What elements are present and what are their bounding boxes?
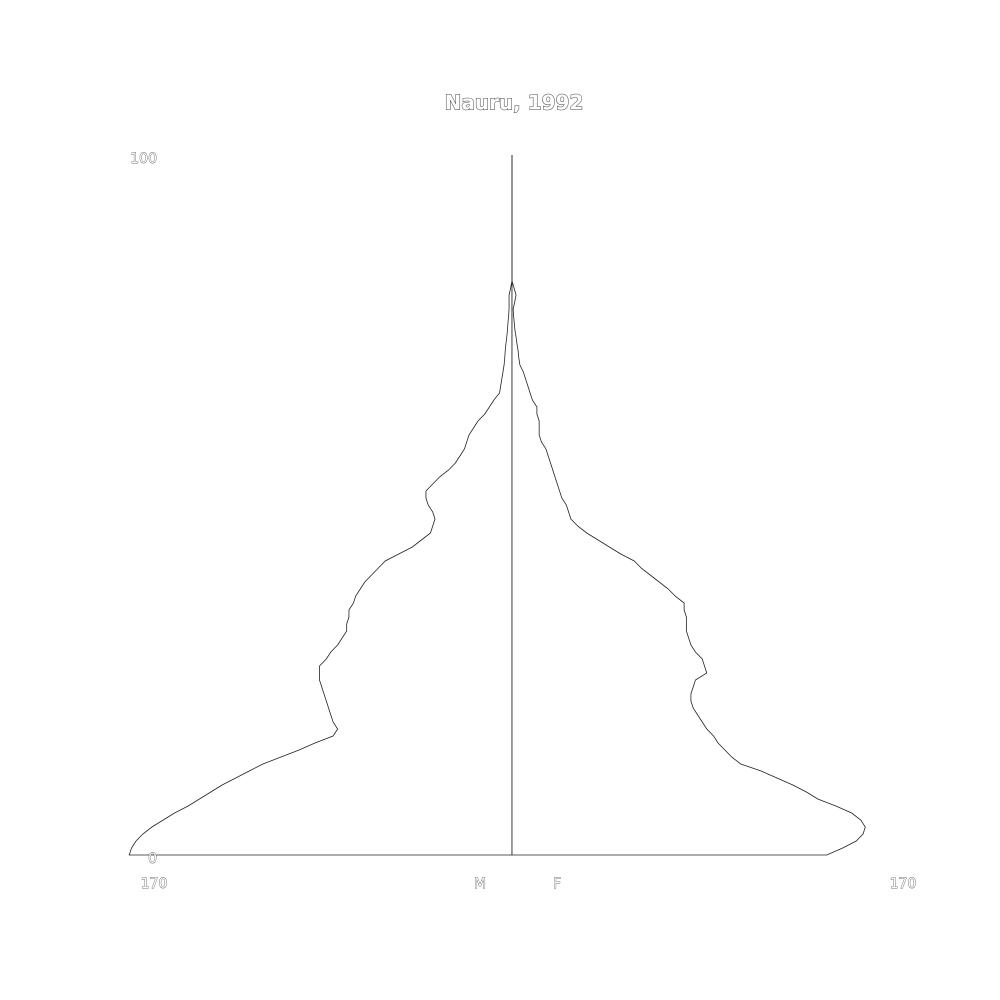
chart-title: Nauru, 1992 (445, 91, 584, 115)
y-tick-label: 0 (148, 851, 157, 867)
y-tick-label: 100 (130, 151, 157, 167)
legend-label: F (553, 876, 561, 892)
x-tick-label: 170 (141, 876, 168, 892)
legend-label: M (474, 876, 486, 892)
population-area (511, 155, 866, 856)
x-tick-label: 170 (890, 876, 917, 892)
population-area (128, 155, 513, 856)
